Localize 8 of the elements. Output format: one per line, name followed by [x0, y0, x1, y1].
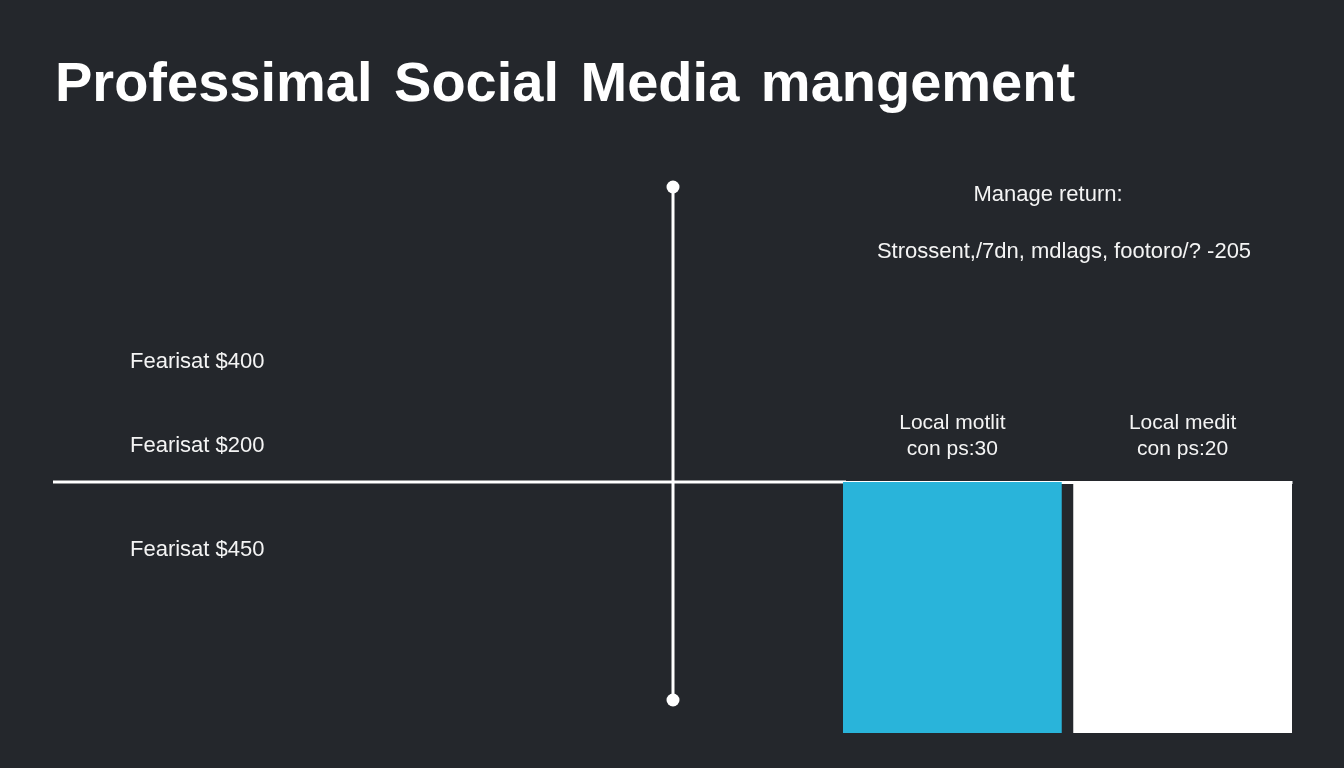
text: Fearisat $400	[130, 347, 265, 375]
x-tick-label: Local motlit con ps:30	[899, 409, 1006, 459]
x-tick-label: Local medit con ps:20	[1128, 409, 1237, 459]
text: Manage return:	[973, 180, 1123, 208]
text: Fearisat $450	[130, 535, 265, 563]
chart-title: Professimal Social Media mangement	[55, 50, 1076, 115]
text: Fearisat $200	[130, 431, 265, 459]
text: Strossent,/7dn, mdlags, footoro/? -205	[876, 237, 1252, 265]
